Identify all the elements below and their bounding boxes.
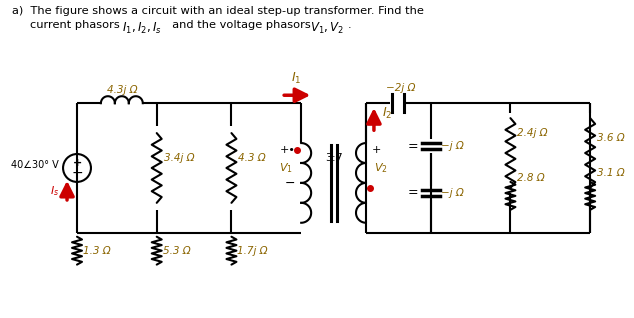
Text: and the voltage phasors: and the voltage phasors bbox=[165, 20, 318, 31]
Text: $V_1$: $V_1$ bbox=[280, 161, 294, 175]
Text: 2.8 Ω: 2.8 Ω bbox=[517, 173, 545, 183]
Text: −j Ω: −j Ω bbox=[441, 188, 463, 198]
Text: 2.4j Ω: 2.4j Ω bbox=[517, 128, 548, 138]
Text: 40∠30° V: 40∠30° V bbox=[11, 160, 59, 170]
Text: −j Ω: −j Ω bbox=[441, 141, 463, 151]
Text: −2j Ω: −2j Ω bbox=[385, 83, 415, 93]
Text: $V_1, V_2$: $V_1, V_2$ bbox=[310, 20, 344, 36]
Text: 4.3j Ω: 4.3j Ω bbox=[107, 85, 137, 95]
Text: =: = bbox=[408, 140, 418, 153]
Text: $I_2$: $I_2$ bbox=[382, 106, 392, 121]
Text: $I_s$: $I_s$ bbox=[50, 184, 59, 198]
Text: $V_2$: $V_2$ bbox=[374, 161, 387, 175]
Text: 3:7: 3:7 bbox=[325, 153, 342, 163]
Text: a)  The figure shows a circuit with an ideal step-up transformer. Find the: a) The figure shows a circuit with an id… bbox=[12, 5, 424, 16]
Text: −: − bbox=[285, 177, 295, 190]
Text: +: + bbox=[72, 158, 82, 168]
Text: .: . bbox=[348, 20, 352, 31]
Text: current phasors: current phasors bbox=[30, 20, 127, 31]
Text: +: + bbox=[372, 145, 381, 155]
Text: $I_1, I_2, I_s$: $I_1, I_2, I_s$ bbox=[122, 20, 162, 36]
Text: 4.3 Ω: 4.3 Ω bbox=[238, 153, 266, 163]
Text: 3.1 Ω: 3.1 Ω bbox=[597, 168, 624, 178]
Text: =: = bbox=[408, 186, 418, 199]
Text: 1.7j Ω: 1.7j Ω bbox=[237, 246, 268, 256]
Text: 3.6 Ω: 3.6 Ω bbox=[597, 133, 624, 143]
Text: 5.3 Ω: 5.3 Ω bbox=[163, 246, 190, 256]
Text: 3.4j Ω: 3.4j Ω bbox=[164, 153, 194, 163]
Text: −: − bbox=[71, 166, 83, 180]
Text: $I_1$: $I_1$ bbox=[291, 71, 301, 86]
Text: 1.3 Ω: 1.3 Ω bbox=[83, 246, 110, 256]
Text: +•: +• bbox=[280, 145, 295, 155]
